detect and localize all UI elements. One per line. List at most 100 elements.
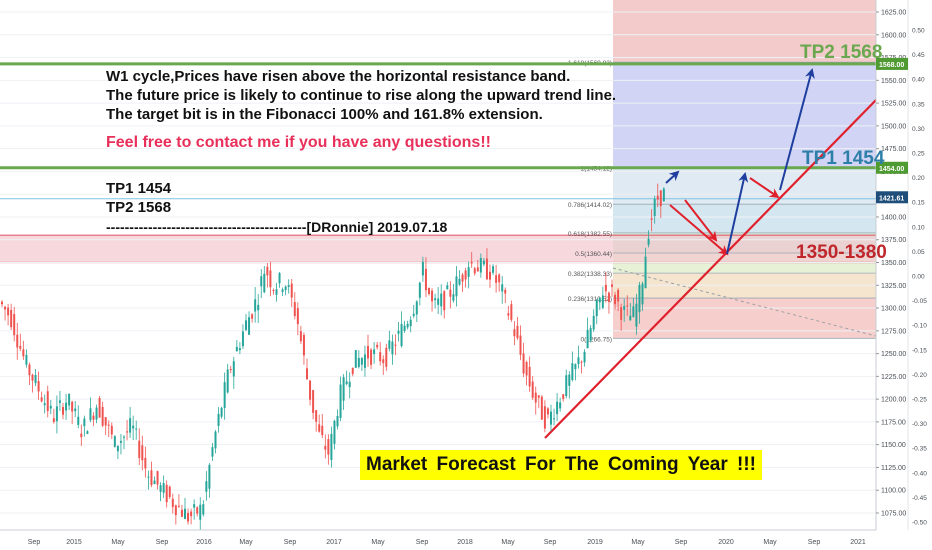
candle-body [482, 260, 485, 265]
candle-body [580, 361, 583, 363]
fib-zone [613, 298, 876, 339]
candle-body [540, 396, 543, 420]
fib-label: 0.5(1360.44) [575, 251, 612, 258]
target-line-1: TP1 1454 [106, 180, 172, 197]
candle-body [336, 416, 339, 427]
ratio-tick-label: 0.05 [912, 249, 925, 256]
fib-label: 0.786(1414.02) [568, 202, 612, 209]
fib-label: 0.618(1382.55) [568, 231, 612, 238]
candle-body [635, 303, 638, 327]
candle-body [626, 305, 629, 307]
fib-zone [613, 62, 876, 168]
candle-body [370, 349, 373, 365]
candle-body [92, 415, 95, 420]
candle-body [40, 397, 43, 402]
price-tick-label: 1550.00 [881, 78, 906, 85]
candle-body [263, 273, 266, 293]
candle-body [62, 407, 64, 415]
candle-body [217, 413, 220, 426]
candle-body [318, 424, 321, 432]
candle-body [553, 418, 556, 420]
candle-body [586, 329, 589, 349]
candle-body [196, 507, 199, 514]
price-tick-label: 1275.00 [881, 328, 906, 335]
candle-body [461, 274, 464, 282]
candle-body [141, 445, 144, 461]
ratio-tick-label: 0.25 [912, 151, 925, 158]
candle-body [104, 417, 107, 426]
candle-body [489, 271, 491, 280]
time-tick-label: May [111, 539, 125, 546]
candle-body [638, 284, 641, 313]
candle-body [617, 289, 620, 302]
candle-body [391, 341, 394, 355]
candle-body [568, 374, 571, 386]
tp1-label: TP1 1454 [802, 148, 885, 169]
ratio-tick-label: 0.20 [912, 175, 925, 182]
candle-body [327, 439, 330, 455]
candle-body [479, 258, 482, 273]
candle-body [275, 289, 278, 295]
candle-body [13, 314, 16, 336]
candle-body [220, 407, 223, 417]
time-tick-label: 2021 [850, 539, 866, 546]
candle-body [19, 345, 22, 349]
candle-body [434, 298, 437, 301]
candle-body [260, 276, 263, 287]
candle-body [382, 359, 385, 364]
candle-body [519, 335, 522, 355]
candle-body [543, 406, 546, 429]
candle-body [546, 408, 549, 415]
candle-body [556, 401, 559, 415]
time-tick-label: May [371, 539, 385, 546]
time-tick-label: Sep [416, 539, 429, 546]
candle-body [80, 433, 83, 438]
candle-body [10, 310, 13, 328]
signature: ----------------------------------------… [106, 219, 448, 235]
price-tag [876, 161, 908, 174]
ratio-tick-label: 0.30 [912, 126, 925, 133]
forecast-arrow-up-1 [665, 170, 680, 184]
price-tag-label: 1421.61 [879, 195, 904, 202]
ratio-tick-label: -0.15 [912, 347, 927, 354]
candle-body [464, 270, 467, 280]
candle-body [574, 364, 577, 370]
price-axis-bg [876, 0, 932, 550]
candle-body [168, 486, 171, 497]
fib-zone-top [613, 0, 876, 63]
candle-body [604, 284, 607, 292]
candle-body [156, 471, 159, 485]
candle-body [113, 436, 116, 447]
candle-body [202, 504, 205, 515]
candle-body [89, 408, 92, 421]
candle-body [421, 261, 424, 276]
ratio-tick-label: -0.45 [912, 495, 927, 502]
candle-body [312, 390, 315, 413]
fib-zone [613, 204, 876, 233]
candle-body [614, 294, 617, 305]
candle-body [123, 436, 125, 438]
candle-body [397, 330, 400, 334]
candle-body [245, 320, 247, 331]
candle-body [116, 445, 119, 452]
time-axis-bg [0, 530, 876, 550]
candle-body [589, 328, 592, 341]
candle-body [4, 306, 7, 310]
forecast-arrow-up-target [779, 68, 815, 191]
price-tick-label: 1125.00 [881, 465, 906, 472]
candle-body [623, 306, 626, 310]
candle-body [162, 483, 165, 493]
ratio-tick-label: -0.35 [912, 446, 927, 453]
candle-body [223, 382, 226, 408]
candle-body [98, 398, 101, 418]
candle-body [550, 411, 552, 425]
candle-body [388, 340, 391, 349]
ratio-tick-label: -0.40 [912, 470, 927, 477]
candle-body [537, 395, 540, 398]
candle-body [129, 418, 132, 433]
candle-body [367, 346, 369, 359]
candle-body [522, 353, 525, 374]
candle-body [34, 374, 37, 384]
price-tick-label: 1625.00 [881, 10, 906, 17]
